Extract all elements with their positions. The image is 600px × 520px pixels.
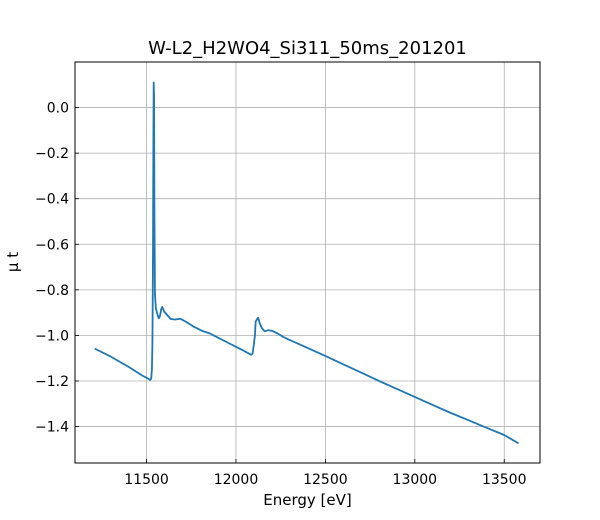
series-lines (94, 81, 519, 445)
axis-ticks: 11500 12000 12500 13000 13500 0.0 −0.2 −0.4 −0.6… (35, 101, 527, 488)
y-tick-label: −1.0 (35, 328, 69, 344)
series-line (94, 81, 519, 445)
y-tick-label: −0.8 (35, 283, 69, 299)
y-axis-title: μ t (4, 252, 22, 272)
plot-frame (74, 61, 541, 464)
x-tick-label: 13500 (482, 472, 527, 488)
x-tick-label: 12000 (214, 472, 259, 488)
y-tick-label: 0.0 (47, 101, 69, 117)
x-tick-label: 11500 (124, 472, 169, 488)
y-tick-label: −0.6 (35, 237, 69, 253)
y-tick-label: −1.2 (35, 374, 69, 390)
y-tick-label: −0.4 (35, 192, 69, 208)
x-tick-label: 13000 (393, 472, 438, 488)
x-tick-label: 12500 (303, 472, 348, 488)
y-tick-label: −1.4 (35, 420, 69, 436)
chart-title: W-L2_H2WO4_Si311_50ms_201201 (148, 38, 467, 59)
x-axis-title: Energy [eV] (263, 491, 351, 509)
y-tick-label: −0.2 (35, 146, 69, 162)
